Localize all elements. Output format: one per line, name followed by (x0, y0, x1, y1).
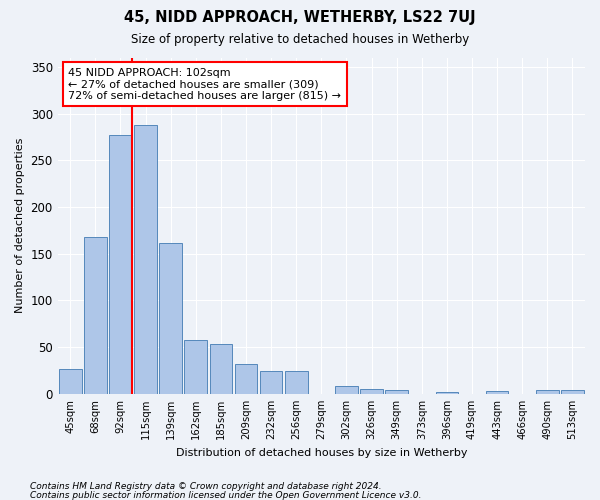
Bar (360, 390, 383, 394)
Bar (134, 125, 157, 394)
Bar (209, 344, 232, 394)
Bar (109, 135, 132, 394)
Bar (84, 237, 107, 394)
Bar (486, 391, 508, 394)
Bar (436, 392, 458, 394)
Y-axis label: Number of detached properties: Number of detached properties (15, 138, 25, 314)
Bar (536, 390, 559, 394)
Text: Contains HM Land Registry data © Crown copyright and database right 2024.: Contains HM Land Registry data © Crown c… (30, 482, 382, 491)
Text: Contains public sector information licensed under the Open Government Licence v3: Contains public sector information licen… (30, 490, 421, 500)
X-axis label: Distribution of detached houses by size in Wetherby: Distribution of detached houses by size … (176, 448, 467, 458)
Bar (160, 244, 182, 394)
Bar (285, 370, 308, 394)
Bar (561, 390, 584, 394)
Bar (260, 370, 283, 394)
Text: Size of property relative to detached houses in Wetherby: Size of property relative to detached ho… (131, 32, 469, 46)
Text: 45 NIDD APPROACH: 102sqm
← 27% of detached houses are smaller (309)
72% of semi-: 45 NIDD APPROACH: 102sqm ← 27% of detach… (68, 68, 341, 101)
Text: 45, NIDD APPROACH, WETHERBY, LS22 7UJ: 45, NIDD APPROACH, WETHERBY, LS22 7UJ (124, 10, 476, 25)
Bar (385, 390, 408, 394)
Bar (335, 386, 358, 394)
Bar (235, 364, 257, 394)
Bar (59, 368, 82, 394)
Bar (184, 340, 207, 394)
